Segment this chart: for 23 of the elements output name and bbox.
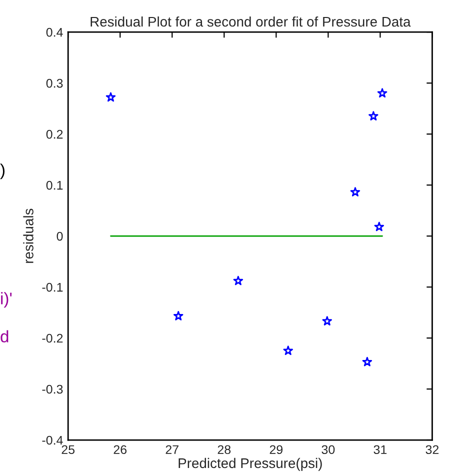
x-tick-label: 26 <box>114 445 127 454</box>
x-tick-label: 32 <box>426 445 439 454</box>
text: ) <box>0 164 5 180</box>
y-tick-label: -0.3 <box>42 384 63 394</box>
y-tick-label: 0.3 <box>46 78 63 88</box>
y-tick-label: 0.2 <box>46 130 63 139</box>
x-axis-title: Predicted Pressure(psi) <box>178 458 322 471</box>
x-tick-label: 29 <box>270 445 283 454</box>
y-axis-title: residuals <box>23 208 34 263</box>
x-tick-label: 25 <box>62 445 75 454</box>
y-tick-label: 0.1 <box>46 180 63 190</box>
chart-title: Residual Plot for a second order fit of Pressure Data <box>90 16 411 27</box>
text: d <box>0 330 8 342</box>
x-tick-label: 28 <box>218 445 231 454</box>
y-tick-label: -0.4 <box>42 436 63 445</box>
y-tick-label: 0 <box>56 232 63 241</box>
x-tick-label: 31 <box>374 445 387 454</box>
y-tick-label: -0.2 <box>42 334 63 343</box>
text: i)' <box>1 292 12 308</box>
x-tick-label: 30 <box>322 445 335 454</box>
x-tick-label: 27 <box>166 445 178 454</box>
y-tick-label: -0.1 <box>42 282 63 292</box>
y-tick-label: 0.4 <box>46 28 63 37</box>
